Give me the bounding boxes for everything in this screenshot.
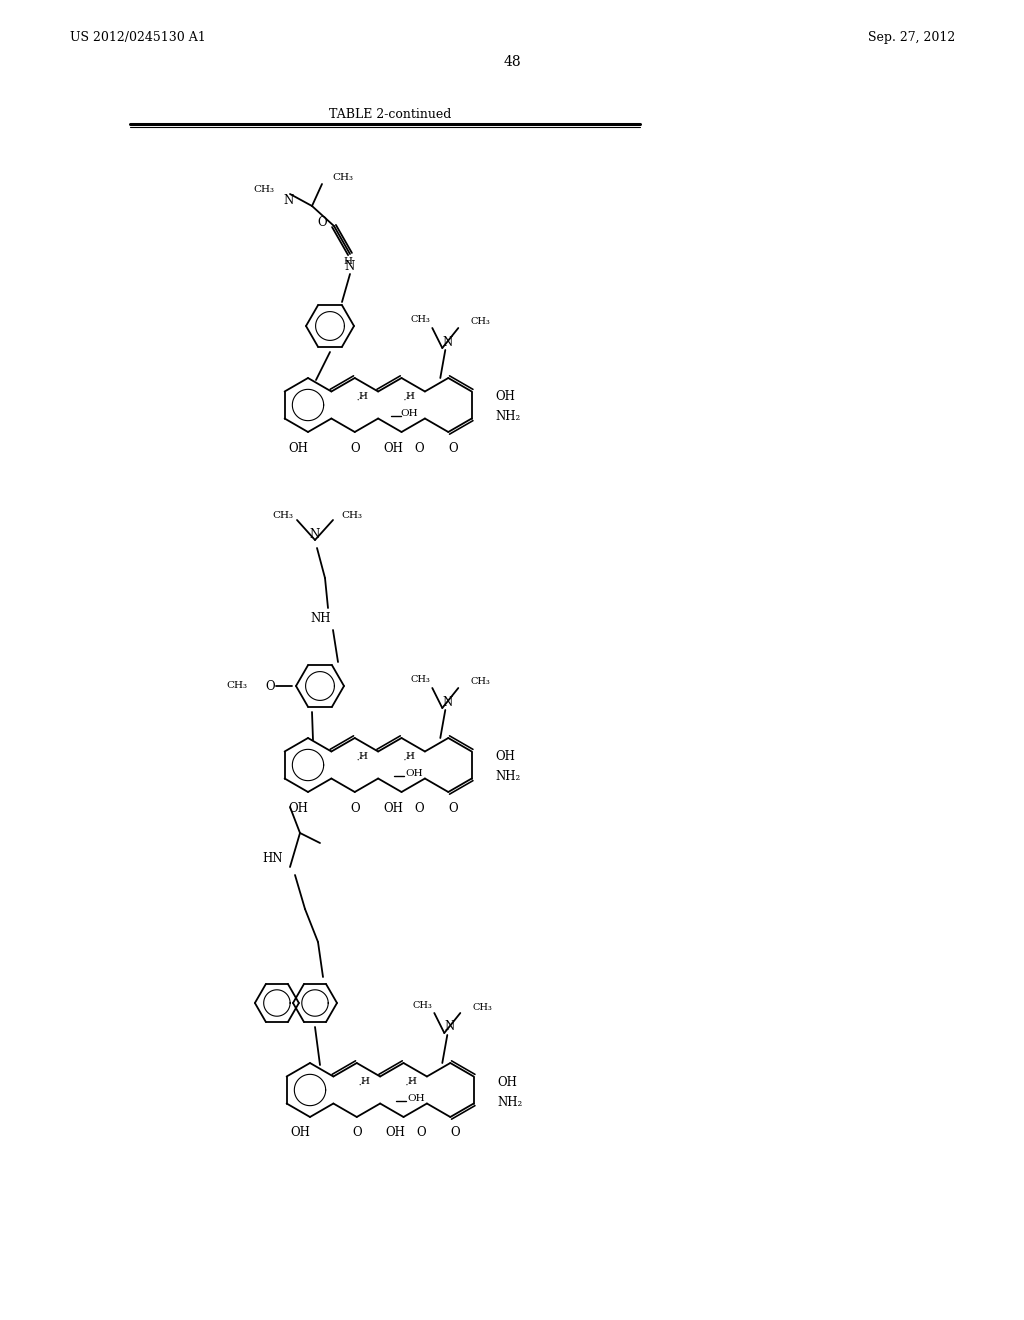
Text: CH₃: CH₃ xyxy=(470,318,490,326)
Text: HN: HN xyxy=(263,853,284,866)
Text: O: O xyxy=(350,801,359,814)
Text: O: O xyxy=(417,1126,426,1139)
Text: NH₂: NH₂ xyxy=(496,411,520,424)
Text: O: O xyxy=(350,441,359,454)
Text: N: N xyxy=(310,528,321,540)
Text: CH₃: CH₃ xyxy=(413,1001,432,1010)
Text: NH: NH xyxy=(310,611,331,624)
Text: OH: OH xyxy=(384,801,403,814)
Text: N: N xyxy=(442,335,453,348)
Text: H: H xyxy=(358,392,368,401)
Text: OH: OH xyxy=(290,1126,310,1139)
Text: CH₃: CH₃ xyxy=(411,315,430,325)
Text: O: O xyxy=(415,441,424,454)
Text: OH: OH xyxy=(400,409,418,418)
Text: O: O xyxy=(352,1126,361,1139)
Text: H: H xyxy=(406,752,414,762)
Text: OH: OH xyxy=(496,391,515,404)
Text: CH₃: CH₃ xyxy=(253,186,274,194)
Text: H: H xyxy=(360,1077,370,1086)
Text: 48: 48 xyxy=(503,55,521,69)
Text: OH: OH xyxy=(288,801,308,814)
Text: O: O xyxy=(449,801,458,814)
Text: H: H xyxy=(343,257,352,267)
Text: NH₂: NH₂ xyxy=(496,771,520,784)
Text: CH₃: CH₃ xyxy=(272,511,293,520)
Text: OH: OH xyxy=(496,751,515,763)
Text: H: H xyxy=(407,1077,416,1086)
Text: CH₃: CH₃ xyxy=(470,677,490,686)
Text: CH₃: CH₃ xyxy=(341,511,362,520)
Text: O: O xyxy=(317,215,327,228)
Text: H: H xyxy=(358,752,368,762)
Text: N: N xyxy=(444,1020,455,1034)
Text: OH: OH xyxy=(408,1094,425,1104)
Text: OH: OH xyxy=(288,441,308,454)
Text: OH: OH xyxy=(498,1076,517,1089)
Text: N: N xyxy=(442,696,453,709)
Text: CH₃: CH₃ xyxy=(332,173,353,182)
Text: H: H xyxy=(406,392,414,401)
Text: O: O xyxy=(451,1126,460,1139)
Text: Sep. 27, 2012: Sep. 27, 2012 xyxy=(867,32,955,45)
Text: OH: OH xyxy=(386,1126,406,1139)
Text: O: O xyxy=(415,801,424,814)
Text: NH₂: NH₂ xyxy=(498,1096,522,1109)
Text: N: N xyxy=(345,260,355,272)
Text: CH₃: CH₃ xyxy=(411,676,430,685)
Text: OH: OH xyxy=(406,770,423,779)
Text: CH₃: CH₃ xyxy=(226,681,247,690)
Text: O: O xyxy=(265,680,274,693)
Text: TABLE 2-continued: TABLE 2-continued xyxy=(329,108,452,121)
Text: N: N xyxy=(284,194,294,206)
Text: OH: OH xyxy=(384,441,403,454)
Text: O: O xyxy=(449,441,458,454)
Text: US 2012/0245130 A1: US 2012/0245130 A1 xyxy=(70,32,206,45)
Text: CH₃: CH₃ xyxy=(472,1002,493,1011)
